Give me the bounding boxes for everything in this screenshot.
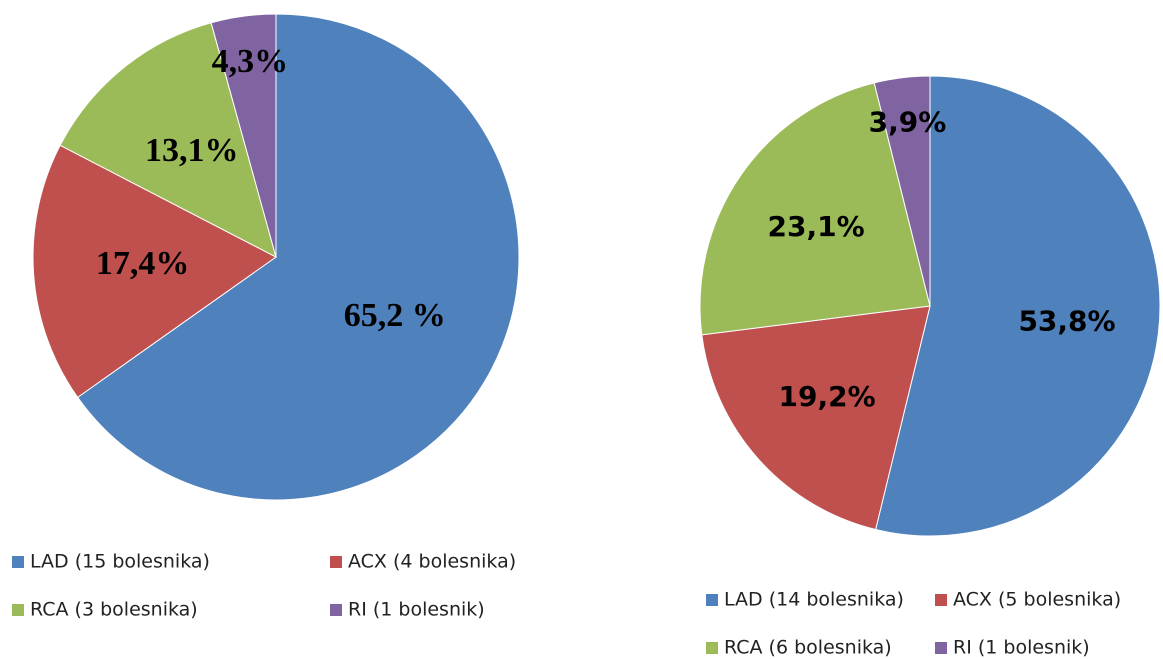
- data-label: 17,4%: [96, 245, 190, 282]
- legend-swatch: [706, 594, 718, 606]
- legend-label: RCA (6 bolesnika): [724, 637, 892, 659]
- data-label: 4,3%: [212, 43, 289, 80]
- data-label: 53,8%: [1018, 304, 1115, 337]
- legend-label: RI (1 bolesnik): [348, 599, 485, 621]
- pie-slice: [873, 75, 931, 307]
- legend-label: RI (1 bolesnik): [953, 637, 1090, 659]
- data-label: 19,2%: [778, 380, 875, 413]
- legend-swatch: [935, 594, 947, 606]
- legend-label: LAD (15 bolesnika): [30, 551, 210, 573]
- legend-swatch: [330, 556, 342, 568]
- legend-swatch: [706, 642, 718, 654]
- pie-slice: [59, 22, 277, 258]
- data-label: 23,1%: [768, 210, 865, 243]
- legend-swatch: [12, 604, 24, 616]
- pie-slice: [76, 13, 520, 501]
- pie-slice: [32, 144, 277, 399]
- pie-slice: [699, 82, 931, 336]
- legend-label: RCA (3 bolesnika): [30, 599, 198, 621]
- legend-swatch: [12, 556, 24, 568]
- pie-slice: [875, 75, 1161, 537]
- legend-swatch: [935, 642, 947, 654]
- legend-swatch: [330, 604, 342, 616]
- data-label: 65,2 %: [344, 297, 446, 334]
- legend-label: LAD (14 bolesnika): [724, 589, 904, 611]
- pie-slice: [701, 305, 931, 531]
- data-label: 3,9%: [869, 105, 947, 138]
- legend-label: ACX (4 bolesnika): [348, 551, 516, 573]
- pie-slice: [210, 13, 277, 258]
- legend-label: ACX (5 bolesnika): [953, 589, 1121, 611]
- data-label: 13,1%: [145, 132, 239, 169]
